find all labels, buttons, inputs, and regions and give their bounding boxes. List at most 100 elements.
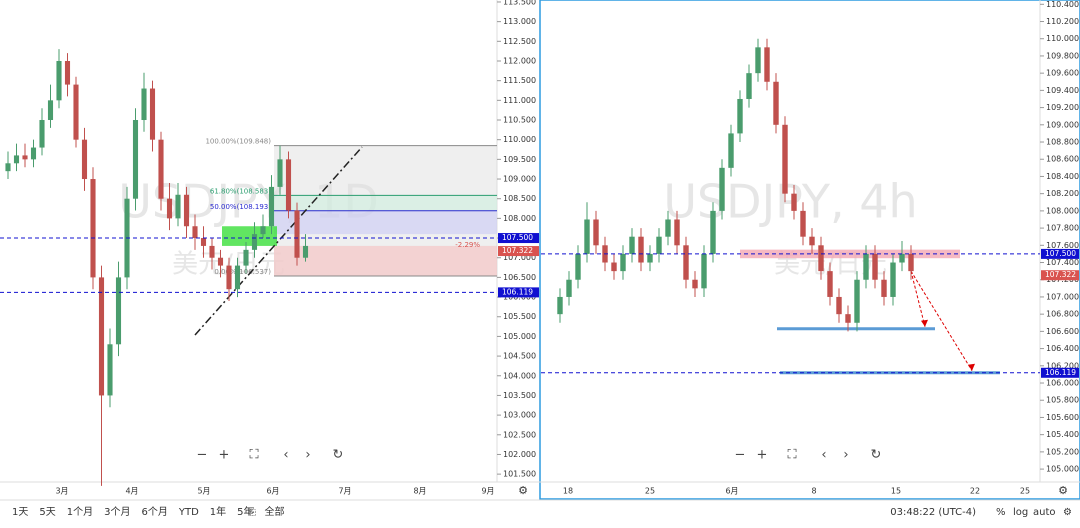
date-range-button[interactable]: ⎘: [248, 507, 256, 518]
settings-button[interactable]: ⚙: [518, 484, 528, 497]
nav-button[interactable]: ⛶: [248, 448, 259, 463]
nav-button[interactable]: −: [735, 448, 746, 463]
nav-button[interactable]: ›: [305, 448, 310, 463]
settings-button[interactable]: ⚙: [1063, 507, 1072, 518]
y-tick-label: 107.400: [1046, 258, 1079, 267]
candle-body: [217, 257, 224, 266]
range-button[interactable]: 5年: [237, 505, 253, 518]
price-tag: [1041, 248, 1079, 259]
y-tick-label: 108.000: [1046, 206, 1079, 215]
y-tick-label: 105.500: [503, 312, 536, 321]
range-button[interactable]: 5天: [39, 507, 55, 518]
candle-body: [175, 194, 181, 219]
y-tick-label: 110.000: [1046, 34, 1079, 43]
nav-button[interactable]: ⛶: [786, 448, 797, 463]
y-tick-label: 105.200: [1046, 447, 1079, 456]
candle-body: [90, 179, 96, 278]
y-tick-label: 112.000: [503, 56, 536, 65]
candle-body: [5, 163, 11, 172]
candle-body: [809, 236, 815, 246]
nav-button[interactable]: ↻: [871, 448, 882, 463]
candle-body: [260, 226, 266, 235]
candle-body: [737, 98, 743, 134]
candle-body: [836, 296, 842, 315]
candle-body: [755, 47, 761, 74]
nav-button[interactable]: +: [219, 448, 230, 463]
candle-body: [98, 277, 105, 396]
range-button[interactable]: 1个月: [67, 506, 93, 518]
range-button[interactable]: 3个月: [104, 506, 130, 518]
candle-body: [881, 279, 887, 297]
range-button[interactable]: 1年: [210, 505, 226, 518]
y-tick-label: 107.000: [503, 253, 536, 262]
candle-body: [132, 120, 139, 199]
candle-body: [251, 234, 258, 250]
candle-body: [149, 88, 156, 140]
nav-button[interactable]: ›: [843, 448, 848, 463]
y-tick-label: 104.500: [503, 352, 536, 361]
price-tag: [1041, 270, 1079, 281]
candle-body: [728, 133, 734, 168]
candle-body: [629, 236, 635, 254]
price-tag-label: 107.500: [502, 233, 533, 242]
y-tick-label: 108.200: [1046, 189, 1079, 198]
fib-label: 0.00%(106.537): [214, 268, 271, 276]
fib-band: [274, 195, 497, 211]
y-tick-label: 109.400: [1046, 86, 1079, 95]
clock: 03:48:22 (UTC-4): [890, 507, 976, 518]
y-tick-label: 107.800: [1046, 224, 1079, 233]
nav-button[interactable]: ‹: [821, 448, 826, 463]
y-tick-label: 109.000: [503, 175, 536, 184]
candle-body: [827, 271, 833, 297]
settings-button[interactable]: ⚙: [1058, 484, 1068, 497]
y-tick-label: 108.400: [1046, 172, 1079, 181]
candle-body: [56, 60, 62, 101]
x-tick-label: 25: [1020, 487, 1030, 496]
price-tag: [1041, 367, 1079, 378]
change-label: -2.29%: [455, 241, 480, 249]
y-tick-label: 109.200: [1046, 103, 1079, 112]
y-tick-label: 110.400: [1046, 0, 1079, 9]
watermark: USDJPY, 4h: [663, 175, 917, 229]
candle-body: [209, 245, 215, 258]
y-tick-label: 105.600: [1046, 413, 1079, 422]
nav-button[interactable]: +: [757, 448, 768, 463]
candle-body: [200, 238, 207, 246]
candle-body: [47, 100, 54, 121]
candle-body: [30, 147, 37, 160]
candle-body: [234, 265, 241, 290]
y-tick-label: 111.500: [503, 76, 536, 85]
candle-body: [620, 253, 626, 272]
candle-body: [899, 253, 905, 263]
y-tick-label: 109.600: [1046, 69, 1079, 78]
nav-button[interactable]: ‹: [283, 448, 288, 463]
y-tick-label: 106.200: [1046, 361, 1079, 370]
range-button[interactable]: 1天: [12, 507, 28, 518]
nav-button[interactable]: −: [197, 448, 208, 463]
y-tick-label: 105.000: [1046, 465, 1079, 474]
y-tick-label: 111.000: [503, 96, 536, 105]
price-tag-label: 107.322: [502, 246, 533, 255]
log-toggle[interactable]: log: [1013, 507, 1028, 518]
y-tick-label: 109.000: [1046, 120, 1079, 129]
candle-body: [746, 73, 752, 99]
candle-body: [302, 245, 309, 258]
candle-body: [557, 296, 563, 315]
fib-label: 61.80%(108.583): [210, 187, 271, 195]
auto-toggle[interactable]: auto: [1033, 507, 1056, 518]
candle-body: [791, 193, 797, 211]
nav-button[interactable]: ↻: [333, 448, 344, 463]
candle-body: [22, 155, 28, 160]
candle-body: [683, 245, 689, 280]
candle-body: [656, 236, 662, 254]
percent-toggle[interactable]: %: [996, 507, 1006, 518]
candle-body: [566, 279, 572, 297]
range-button[interactable]: 6个月: [142, 506, 168, 518]
range-button[interactable]: 全部: [265, 505, 285, 518]
candle-body: [81, 139, 88, 180]
y-tick-label: 106.400: [1046, 344, 1079, 353]
range-button[interactable]: YTD: [178, 507, 199, 518]
y-tick-label: 108.600: [1046, 155, 1079, 164]
candle-body: [818, 245, 824, 272]
